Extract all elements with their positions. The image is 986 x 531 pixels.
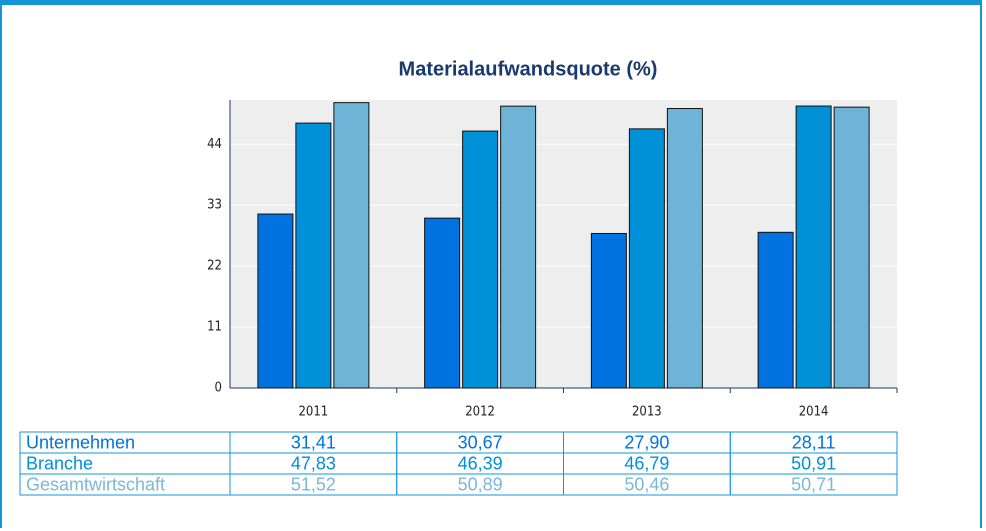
bar (333, 102, 370, 389)
value-label: 30,67 (458, 432, 503, 452)
bar (295, 122, 332, 389)
value-label: 51,52 (291, 474, 336, 494)
bar (500, 105, 537, 389)
bar (462, 130, 499, 389)
legend-label: Unternehmen (26, 432, 135, 452)
y-tick-label: 44 (207, 137, 222, 152)
legend-label: Branche (26, 453, 93, 473)
chart-title: Materialaufwandsquote (%) (399, 58, 658, 80)
value-label: 47,83 (291, 453, 336, 473)
bar (833, 106, 870, 389)
bar (757, 231, 794, 389)
x-tick-label: 2014 (799, 405, 829, 420)
value-label: 50,91 (791, 453, 836, 473)
table-cell (729, 473, 898, 496)
value-label: 31,41 (291, 432, 336, 452)
x-tick-label: 2013 (632, 405, 662, 420)
y-tick-label: 11 (207, 320, 222, 335)
value-label: 46,79 (624, 453, 669, 473)
x-tick-label: 2011 (298, 405, 328, 420)
bar (795, 105, 832, 389)
value-label: 50,46 (624, 474, 669, 494)
value-label: 50,89 (458, 474, 503, 494)
bar (628, 128, 665, 389)
legend-label: Gesamtwirtschaft (26, 474, 165, 494)
x-tick-label: 2012 (465, 405, 495, 420)
value-label: 27,90 (624, 432, 669, 452)
bar (666, 108, 703, 389)
bar (424, 217, 461, 389)
y-tick-label: 0 (215, 381, 222, 396)
y-tick-label: 22 (207, 259, 222, 274)
value-label: 46,39 (458, 453, 503, 473)
value-label: 28,11 (792, 432, 836, 452)
value-label: 50,71 (791, 474, 836, 494)
bar (257, 213, 294, 389)
y-tick-label: 33 (207, 198, 222, 213)
bar (590, 232, 627, 389)
